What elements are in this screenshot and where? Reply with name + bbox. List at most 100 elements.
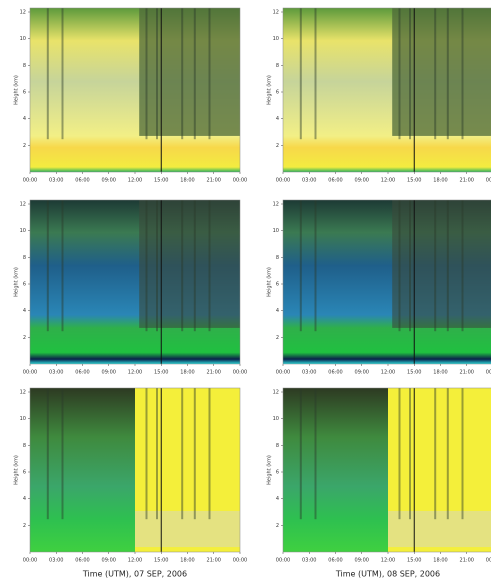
x-tick-label: 15:00 <box>154 178 168 184</box>
y-tick-label: 10 <box>20 36 26 42</box>
panel <box>30 8 240 172</box>
stripe <box>181 8 183 139</box>
y-tick-label: 4 <box>23 116 26 122</box>
x-tick-label: 12:00 <box>128 178 142 184</box>
x-tick-label: 12:00 <box>381 178 395 184</box>
y-tick-label: 10 <box>273 416 279 422</box>
x-tick-label: 06:00 <box>75 370 89 376</box>
x-tick-label: 12:00 <box>128 558 142 564</box>
x-tick-label: 06:00 <box>328 558 342 564</box>
x-tick-label: 00:00 <box>233 178 247 184</box>
stripe <box>447 388 449 519</box>
x-tick-label: 00:00 <box>23 178 37 184</box>
stripe <box>156 388 158 519</box>
y-tick-label: 8 <box>23 255 26 261</box>
panel <box>283 200 491 364</box>
stripe <box>194 200 196 331</box>
stripe <box>62 388 64 519</box>
haze <box>135 511 240 547</box>
stripe <box>47 200 49 331</box>
x-tick-label: 18:00 <box>180 370 194 376</box>
stripe <box>462 8 464 139</box>
stripe <box>447 8 449 139</box>
stripe <box>315 200 317 331</box>
y-tick-label: 2 <box>23 335 26 341</box>
x-tick-label: 03:00 <box>302 558 316 564</box>
stripe <box>409 8 411 139</box>
x-tick-label: 03:00 <box>49 558 63 564</box>
stripe <box>156 8 158 139</box>
x-tick-label: 03:00 <box>302 178 316 184</box>
y-tick-label: 2 <box>276 523 279 529</box>
y-tick-label: 8 <box>276 255 279 261</box>
stripe <box>146 200 148 331</box>
y-tick-label: 12 <box>20 390 26 396</box>
stripe <box>315 388 317 519</box>
stripe <box>399 388 401 519</box>
x-tick-label: 09:00 <box>355 558 369 564</box>
stripe <box>181 388 183 519</box>
x-tick-label: 00:00 <box>23 370 37 376</box>
stripe <box>300 8 302 139</box>
x-tick-label: 15:00 <box>154 558 168 564</box>
panel <box>30 200 240 364</box>
y-tick-label: 8 <box>276 63 279 69</box>
stripe <box>409 388 411 519</box>
x-tick-label: 21:00 <box>207 178 221 184</box>
x-tick-label: 09:00 <box>102 178 116 184</box>
x-tick-label: 06:00 <box>328 370 342 376</box>
y-axis-label: Height (km) <box>14 267 20 297</box>
x-tick-label: 03:00 <box>302 370 316 376</box>
y-tick-label: 12 <box>273 10 279 16</box>
stripe <box>399 8 401 139</box>
x-tick-label: 09:00 <box>355 178 369 184</box>
x-tick-label: 00:00 <box>276 558 290 564</box>
y-tick-label: 10 <box>273 36 279 42</box>
panel <box>30 388 240 552</box>
panel <box>283 388 491 552</box>
panel <box>283 8 491 172</box>
x-tick-label: 00:00 <box>276 370 290 376</box>
y-tick-label: 2 <box>23 523 26 529</box>
x-tick-label: 21:00 <box>460 558 474 564</box>
y-tick-label: 12 <box>20 202 26 208</box>
stripe <box>399 200 401 331</box>
x-tick-label: 09:00 <box>102 558 116 564</box>
y-tick-label: 8 <box>23 63 26 69</box>
stripe <box>209 8 211 139</box>
stripe <box>462 388 464 519</box>
stripe <box>194 388 196 519</box>
x-tick-label: 12:00 <box>128 370 142 376</box>
x-tick-label: 21:00 <box>207 370 221 376</box>
x-tick-label: 15:00 <box>407 558 421 564</box>
x-tick-label: 09:00 <box>102 370 116 376</box>
y-tick-label: 12 <box>273 202 279 208</box>
stripe <box>209 388 211 519</box>
y-tick-label: 2 <box>276 335 279 341</box>
stripe <box>209 200 211 331</box>
x-tick-label: 06:00 <box>75 178 89 184</box>
stripe <box>462 200 464 331</box>
y-axis-label: Height (km) <box>14 75 20 105</box>
x-tick-label: 00:00 <box>233 558 247 564</box>
y-tick-label: 10 <box>273 228 279 234</box>
dark-region <box>392 8 491 136</box>
y-tick-label: 4 <box>276 496 279 502</box>
x-tick-label: 18:00 <box>180 178 194 184</box>
stripe <box>315 8 317 139</box>
figure: 2 4 6 8 10 12 Height (km) 00:00 03:00 06:00 09:00 1… <box>0 0 491 579</box>
stripe <box>146 8 148 139</box>
x-tick-label: 15:00 <box>154 370 168 376</box>
y-tick-label: 6 <box>23 90 26 96</box>
x-tick-label: 15:00 <box>407 370 421 376</box>
x-tick-label: 15:00 <box>407 178 421 184</box>
x-tick-label: 18:00 <box>433 558 447 564</box>
stripe <box>300 388 302 519</box>
x-tick-label: 00:00 <box>486 558 491 564</box>
x-tick-label: 06:00 <box>75 558 89 564</box>
y-axis-label: Height (km) <box>267 455 273 485</box>
stripe <box>181 200 183 331</box>
x-tick-label: 12:00 <box>381 370 395 376</box>
x-tick-label: 09:00 <box>355 370 369 376</box>
y-tick-label: 6 <box>276 470 279 476</box>
